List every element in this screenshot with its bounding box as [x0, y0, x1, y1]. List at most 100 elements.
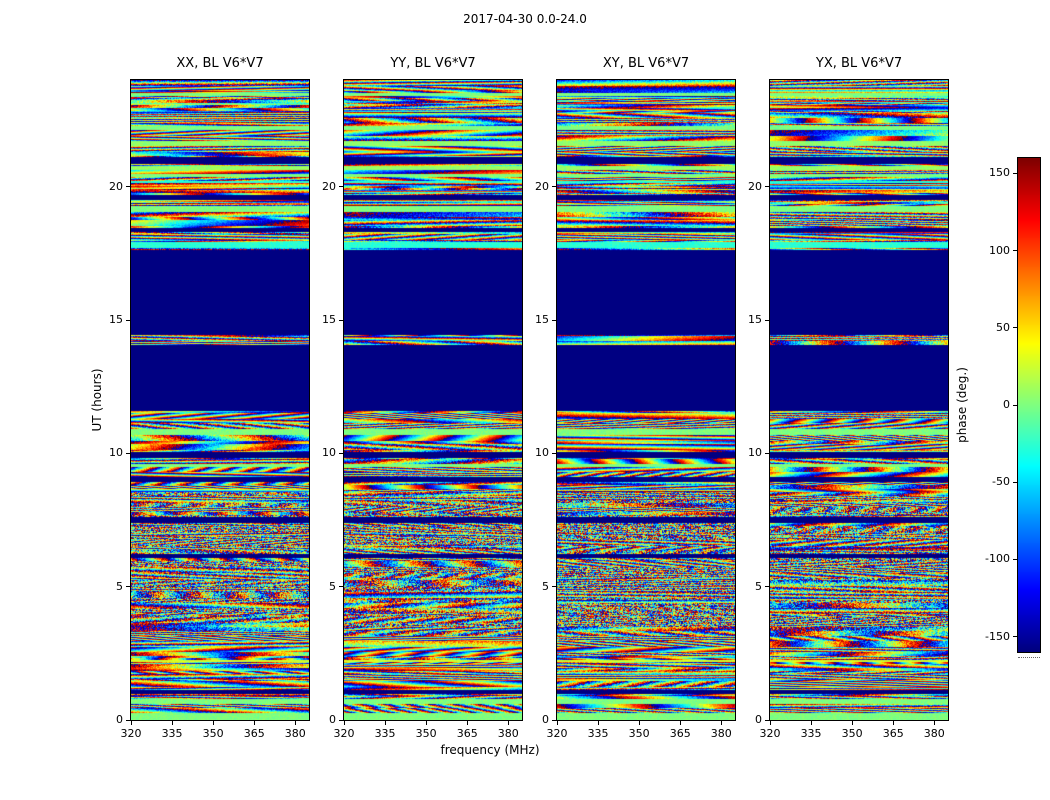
x-tick-label: 380 [710, 727, 732, 740]
spectrogram-heatmap-xx [130, 79, 310, 721]
x-tick-mark [720, 721, 722, 725]
x-tick-mark [810, 721, 812, 725]
y-tick-mark [765, 186, 769, 188]
x-tick-label: 365 [456, 727, 478, 740]
y-tick-label: 5 [755, 579, 762, 593]
colorbar-tick-mark [1013, 250, 1017, 252]
spectrogram-heatmap-yy [343, 79, 523, 721]
y-tick-label: 0 [116, 713, 123, 726]
x-tick-mark [171, 721, 173, 725]
y-tick-mark [552, 186, 556, 188]
axis-ticks: 320 335 350 365 380 0 5 10 15 20 [109, 80, 309, 740]
y-tick-label: 0 [542, 713, 549, 726]
x-tick-label: 350 [415, 727, 437, 740]
y-tick-mark [765, 719, 769, 721]
x-tick-mark [933, 721, 935, 725]
x-tick-mark [466, 721, 468, 725]
x-tick-label: 335 [587, 727, 609, 740]
y-tick-label: 15 [109, 313, 123, 326]
y-tick-label: 20 [748, 179, 762, 193]
y-tick-label: 5 [116, 579, 123, 593]
y-tick-mark [765, 586, 769, 588]
y-tick-label: 10 [535, 446, 549, 460]
colorbar-tick-mark [1013, 558, 1017, 560]
figure-title: 2017-04-30 0.0-24.0 [463, 12, 587, 26]
y-tick-label: 0 [755, 713, 762, 726]
x-tick-mark [638, 721, 640, 725]
y-tick-mark [339, 452, 343, 454]
y-tick-label: 5 [542, 579, 549, 593]
y-tick-mark [552, 452, 556, 454]
colorbar-ticks: 150 100 50 0 -50 -100 -150 [985, 158, 1040, 652]
colorbar-label: phase (deg.) [955, 367, 969, 443]
colorbar-tick-label: 100 [989, 243, 1010, 257]
x-tick-label: 380 [497, 727, 519, 740]
x-tick-label: 320 [120, 727, 142, 740]
axis-ticks: 320 335 350 365 380 0 5 10 15 20 [322, 80, 522, 740]
x-tick-mark [253, 721, 255, 725]
y-tick-mark [552, 319, 556, 321]
x-tick-mark [425, 721, 427, 725]
x-tick-mark [892, 721, 894, 725]
x-tick-mark [343, 721, 345, 725]
y-tick-label: 10 [748, 446, 762, 460]
colorbar-tick-mark [1013, 481, 1017, 483]
panel-title: YX, BL V6*V7 [815, 56, 903, 71]
y-tick-mark [552, 719, 556, 721]
y-tick-label: 10 [322, 446, 336, 460]
y-tick-label: 10 [109, 446, 123, 460]
x-tick-mark [769, 721, 771, 725]
x-tick-mark [212, 721, 214, 725]
colorbar-tick-label: 50 [996, 320, 1010, 334]
colorbar-tick-mark [1013, 636, 1017, 638]
panel-title: XY, BL V6*V7 [602, 56, 690, 71]
y-tick-label: 15 [322, 313, 336, 326]
colorbar-tick-mark [1013, 327, 1017, 329]
colorbar-tick-mark [1013, 172, 1017, 174]
y-tick-label: 15 [748, 313, 762, 326]
x-tick-label: 335 [374, 727, 396, 740]
y-tick-mark [765, 452, 769, 454]
y-tick-mark [339, 186, 343, 188]
spectrogram-heatmap-xy [556, 79, 736, 721]
y-tick-label: 20 [109, 179, 123, 193]
y-tick-mark [339, 319, 343, 321]
y-tick-label: 20 [535, 179, 549, 193]
x-tick-label: 365 [243, 727, 265, 740]
y-tick-mark [126, 186, 130, 188]
x-tick-label: 350 [202, 727, 224, 740]
y-tick-mark [339, 719, 343, 721]
y-tick-label: 0 [329, 713, 336, 726]
colorbar-tick-label: 0 [1003, 398, 1010, 411]
colorbar-tick-label: -100 [985, 552, 1010, 566]
x-tick-label: 320 [333, 727, 355, 740]
x-tick-label: 350 [628, 727, 650, 740]
x-tick-label: 335 [800, 727, 822, 740]
colorbar-tick-label: -150 [985, 629, 1010, 643]
x-tick-label: 365 [669, 727, 691, 740]
panel-yy: YY, BL V6*V7 320 335 350 365 380 0 5 10 15 20 [322, 56, 523, 740]
x-tick-mark [556, 721, 558, 725]
x-tick-label: 320 [759, 727, 781, 740]
panel-yx: YX, BL V6*V7 320 335 350 365 380 0 5 10 15 20 [748, 56, 949, 740]
x-tick-mark [851, 721, 853, 725]
y-tick-mark [126, 719, 130, 721]
panel-title: YY, BL V6*V7 [390, 56, 476, 71]
x-tick-label: 365 [882, 727, 904, 740]
colorbar-tick-label: -50 [992, 475, 1010, 489]
y-tick-mark [765, 319, 769, 321]
x-tick-label: 350 [841, 727, 863, 740]
x-tick-mark [597, 721, 599, 725]
spectrogram-heatmap-yx [769, 79, 949, 721]
y-tick-mark [339, 586, 343, 588]
x-axis-label: frequency (MHz) [440, 743, 540, 757]
panel-xy: XY, BL V6*V7 320 335 350 365 380 0 5 10 15 20 [535, 56, 736, 740]
y-tick-mark [126, 452, 130, 454]
panel-title: XX, BL V6*V7 [176, 56, 264, 71]
y-axis-label: UT (hours) [90, 368, 104, 432]
colorbar-tick-label: 150 [989, 166, 1010, 180]
x-tick-mark [130, 721, 132, 725]
axis-ticks: 320 335 350 365 380 0 5 10 15 20 [748, 80, 948, 740]
y-tick-label: 20 [322, 179, 336, 193]
